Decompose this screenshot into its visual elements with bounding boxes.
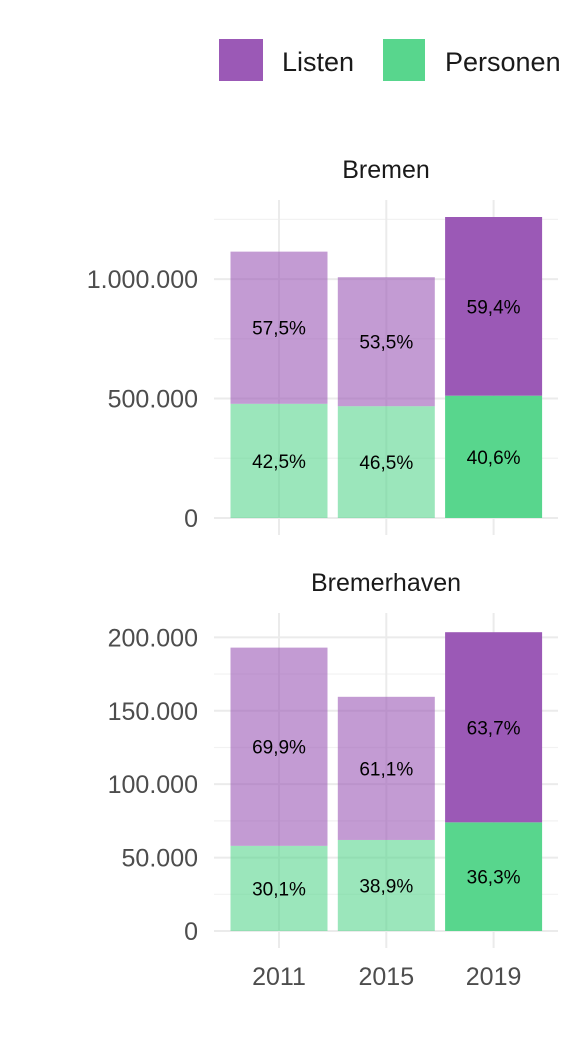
x-tick-label: 2015 bbox=[358, 963, 414, 991]
legend-swatch-personen bbox=[383, 39, 425, 81]
facet-title-bremerhaven: Bremerhaven bbox=[311, 569, 461, 597]
bar-label-personen-2019: 36,3% bbox=[467, 868, 521, 889]
x-tick-label: 2011 bbox=[252, 963, 306, 991]
bar-label-listen-2015: 61,1% bbox=[359, 759, 413, 780]
bar-personen-2015 bbox=[337, 839, 435, 931]
bar-label-listen-2019: 63,7% bbox=[467, 718, 521, 739]
panel-bremerhaven: 0 50.000 100.000 150.000 200.000 30,1% 69,9% 38… bbox=[108, 613, 558, 991]
bar-personen-2019 bbox=[445, 822, 543, 931]
legend-swatch-listen bbox=[219, 39, 263, 81]
y-tick-label: 50.000 bbox=[122, 845, 198, 873]
y-tick-label: 100.000 bbox=[108, 771, 198, 799]
bar-listen-2019 bbox=[445, 632, 543, 823]
y-tick-label: 0 bbox=[184, 918, 198, 946]
facet-title-bremen: Bremen bbox=[342, 156, 430, 184]
bar-personen-2015 bbox=[337, 406, 435, 518]
y-tick-label: 0 bbox=[184, 505, 198, 533]
legend: Listen Personen bbox=[219, 39, 561, 81]
bar-listen-2011 bbox=[230, 647, 328, 846]
bar-listen-2011 bbox=[230, 251, 328, 404]
y-tick-label: 200.000 bbox=[108, 624, 198, 652]
x-tick-label: 2019 bbox=[466, 963, 522, 991]
y-tick-label: 150.000 bbox=[108, 698, 198, 726]
bar-listen-2019 bbox=[445, 217, 543, 396]
bar-label-listen-2015: 53,5% bbox=[359, 333, 413, 354]
bar-listen-2015 bbox=[337, 277, 435, 407]
bar-label-personen-2019: 40,6% bbox=[467, 448, 521, 469]
bar-label-personen-2015: 38,9% bbox=[359, 876, 413, 897]
bar-label-listen-2011: 69,9% bbox=[252, 738, 306, 759]
y-tick-label: 1.000.000 bbox=[87, 266, 198, 294]
legend-label-listen: Listen bbox=[282, 47, 354, 77]
bar-label-personen-2015: 46,5% bbox=[359, 453, 413, 474]
y-tick-label: 500.000 bbox=[108, 386, 198, 414]
bar-personen-2019 bbox=[445, 395, 543, 518]
bar-label-listen-2011: 57,5% bbox=[252, 319, 306, 340]
bar-personen-2011 bbox=[230, 845, 328, 931]
panel-bremen: 0 500.000 1.000.000 42,5% 57,5% 46,5% 53,5% 40,… bbox=[87, 200, 558, 535]
bar-listen-2015 bbox=[337, 696, 435, 840]
bar-label-personen-2011: 30,1% bbox=[252, 879, 306, 900]
bar-label-listen-2019: 59,4% bbox=[467, 297, 521, 318]
bar-personen-2011 bbox=[230, 403, 328, 518]
bar-label-personen-2011: 42,5% bbox=[252, 452, 306, 473]
legend-label-personen: Personen bbox=[445, 47, 561, 77]
